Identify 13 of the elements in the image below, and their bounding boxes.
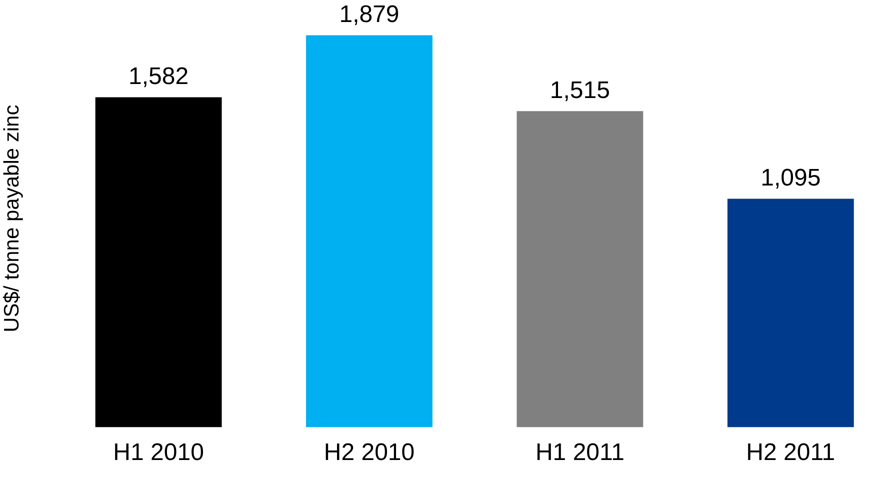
data-label: 1,582 [128,62,189,90]
data-label: 1,515 [550,76,610,104]
x-tick-label: H2 2011 [746,439,836,466]
data-label: 1,879 [339,0,400,28]
bar [306,35,432,428]
bar [516,111,644,428]
x-tick-label: H2 2010 [324,439,415,466]
bar [95,97,222,428]
y-axis-title: US$/ tonne payable zinc [0,104,24,332]
bar [727,198,854,428]
data-label: 1,095 [760,164,821,192]
x-tick-label: H1 2011 [535,439,624,466]
x-tick-label: H1 2010 [113,439,204,466]
